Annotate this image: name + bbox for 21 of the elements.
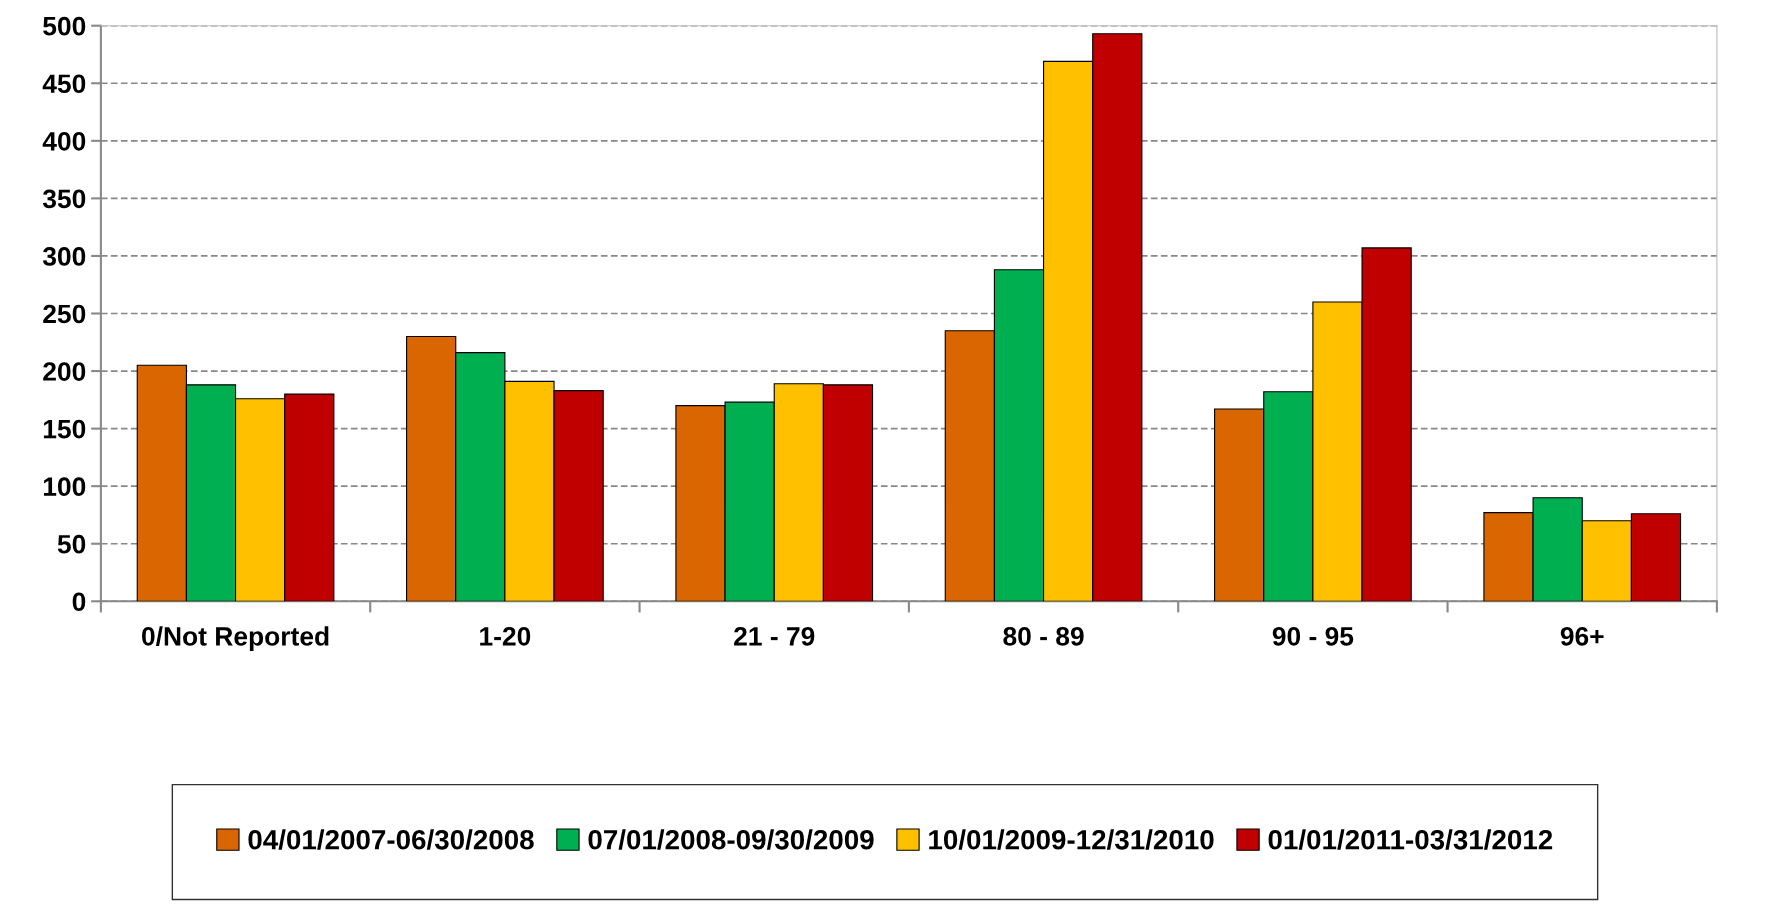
y-tick-label: 100 <box>43 477 86 496</box>
legend-label: 04/01/2007-06/30/2008 <box>248 829 534 850</box>
legend-label: 01/01/2011-03/31/2012 <box>1268 829 1553 850</box>
legend-label: 07/01/2008-09/30/2009 <box>588 829 874 850</box>
y-tick-label: 500 <box>43 16 86 36</box>
x-tick-label: 0/Not Reported <box>142 626 329 651</box>
y-tick-label: 150 <box>43 419 86 439</box>
y-tick-label: 50 <box>57 534 86 554</box>
x-tick-label: 90 - 95 <box>1272 626 1354 646</box>
y-tick-label: 300 <box>42 247 86 266</box>
y-tick-label: 400 <box>42 131 86 151</box>
y-tick-label: 350 <box>42 189 86 209</box>
x-tick-label: 21 - 79 <box>734 626 815 646</box>
legend-label: 10/01/2009-12/31/2010 <box>929 829 1214 850</box>
y-tick-label: 450 <box>42 74 86 94</box>
y-tick-label: 200 <box>43 362 86 381</box>
x-tick-label: 96+ <box>1560 626 1604 646</box>
x-tick-label: 1-20 <box>480 626 531 646</box>
x-tick-label: 80 - 89 <box>1003 626 1084 646</box>
y-tick-label: 0 <box>72 592 86 612</box>
y-tick-label: 250 <box>43 304 86 324</box>
